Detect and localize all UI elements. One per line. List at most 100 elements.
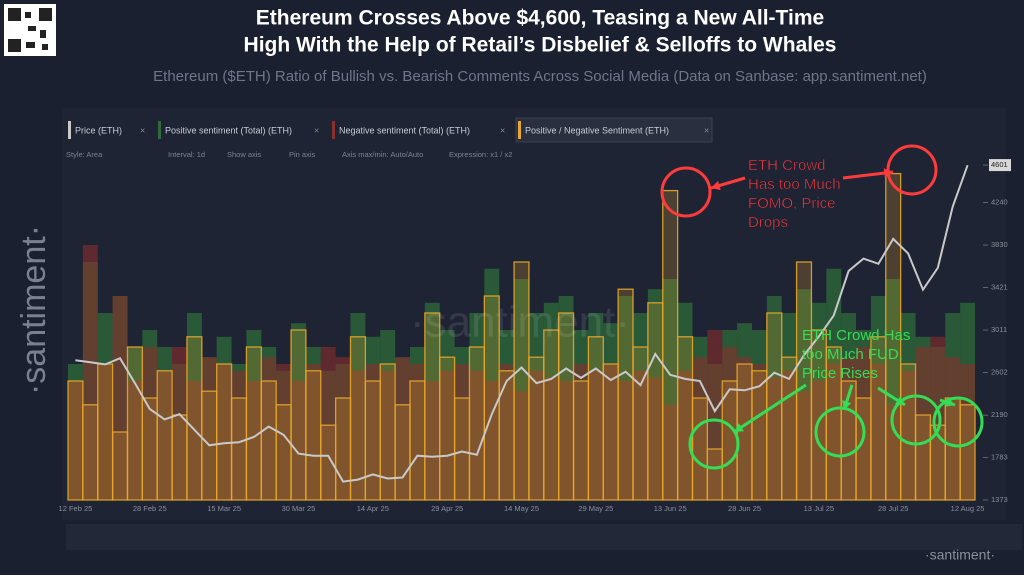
qr-code bbox=[4, 4, 56, 56]
sentiment-bar bbox=[959, 404, 976, 501]
sentiment-bar bbox=[395, 357, 410, 500]
sentiment-bar bbox=[736, 363, 753, 501]
y-tick-label: 4601 bbox=[991, 160, 1008, 169]
sentiment-bar bbox=[587, 336, 604, 501]
sentiment-bar bbox=[662, 404, 678, 500]
sentiment-bar bbox=[751, 370, 768, 501]
highlight-circle bbox=[890, 394, 942, 446]
sentiment-bar bbox=[662, 189, 679, 501]
sentiment-bar bbox=[647, 302, 664, 501]
annotation: Price Rises bbox=[802, 365, 878, 382]
sentiment-bar bbox=[156, 370, 173, 501]
sentiment-bar bbox=[380, 370, 396, 500]
sentiment-bar bbox=[260, 380, 277, 501]
price-marker bbox=[989, 159, 1011, 172]
highlight-circle bbox=[688, 418, 740, 470]
sentiment-bar bbox=[914, 414, 932, 501]
sentiment-bar bbox=[514, 391, 529, 500]
sentiment-bar bbox=[97, 363, 114, 501]
sentiment-bar bbox=[677, 370, 693, 500]
sentiment-bar bbox=[126, 346, 143, 501]
sentiment-bar bbox=[201, 357, 217, 500]
watermark: ·santiment· bbox=[15, 225, 53, 395]
legend-close[interactable]: × bbox=[500, 125, 505, 135]
sentiment-bar bbox=[870, 364, 886, 500]
y-tick-label: 2190 bbox=[991, 410, 1008, 419]
sentiment-bar bbox=[246, 381, 262, 500]
sentiment-bar bbox=[291, 381, 306, 500]
sentiment-bar bbox=[320, 424, 337, 501]
sentiment-bar bbox=[68, 381, 83, 500]
sentiment-bar bbox=[424, 381, 440, 500]
arrow-head bbox=[883, 168, 893, 178]
sentiment-bar bbox=[647, 377, 663, 500]
sentiment-bar bbox=[543, 377, 559, 500]
y-tick-label: 3830 bbox=[991, 240, 1008, 249]
legend-label: Price (ETH) bbox=[75, 125, 122, 135]
annotation: too Much FUD, bbox=[802, 346, 903, 363]
sentiment-bar bbox=[751, 364, 767, 500]
sentiment-bar bbox=[82, 245, 98, 500]
legend-label: Negative sentiment (Total) (ETH) bbox=[339, 125, 470, 135]
title: Ethereum Crosses Above $4,600, Teasing a… bbox=[256, 7, 824, 30]
sentiment-bar bbox=[737, 357, 752, 500]
annotation: Has too Much bbox=[748, 176, 841, 193]
sentiment-bar bbox=[676, 336, 694, 501]
sentiment-bar bbox=[409, 364, 425, 500]
toolbar-item: Style: Area bbox=[66, 150, 103, 159]
sentiment-bar bbox=[305, 364, 321, 500]
y-tick-label: 3011 bbox=[991, 325, 1007, 334]
sentiment-bar bbox=[722, 347, 738, 500]
sentiment-bar bbox=[231, 370, 247, 500]
x-tick-label: 28 Jun 25 bbox=[728, 504, 761, 513]
x-tick-label: 14 Apr 25 bbox=[357, 504, 389, 513]
toolbar-item: Pin axis bbox=[289, 150, 316, 159]
sentiment-bar bbox=[186, 381, 202, 500]
sentiment-bar bbox=[67, 380, 84, 501]
sentiment-bar bbox=[334, 397, 352, 501]
x-tick-label: 12 Feb 25 bbox=[59, 504, 93, 513]
sentiment-bar bbox=[172, 347, 187, 500]
sentiment-bar bbox=[142, 347, 158, 500]
sentiment-bar bbox=[275, 404, 292, 501]
sentiment-bar bbox=[706, 448, 723, 501]
toolbar-item: Expression: x1 / x2 bbox=[449, 150, 512, 159]
sentiment-bar bbox=[112, 296, 128, 500]
legend-close[interactable]: × bbox=[140, 125, 145, 135]
price-line bbox=[75, 164, 969, 483]
legend-swatch bbox=[518, 121, 521, 139]
legend-swatch bbox=[68, 121, 71, 139]
legend-swatch bbox=[332, 121, 335, 139]
x-tick-label: 28 Feb 25 bbox=[133, 504, 167, 513]
sentiment-bar bbox=[558, 381, 574, 500]
sentiment-bar bbox=[394, 404, 411, 501]
sentiment-bar bbox=[350, 370, 366, 500]
sentiment-bar bbox=[944, 397, 961, 501]
sentiment-bar bbox=[602, 363, 619, 501]
y-tick-label: 1373 bbox=[991, 495, 1008, 504]
y-tick-label: 3421 bbox=[991, 282, 1008, 291]
sentiment-bar bbox=[588, 370, 604, 500]
y-tick-label: 1783 bbox=[991, 452, 1008, 461]
arrow-head bbox=[842, 400, 852, 410]
legend-close[interactable]: × bbox=[704, 125, 709, 135]
legend-close[interactable]: × bbox=[314, 125, 319, 135]
sentiment-bar bbox=[781, 370, 797, 500]
plot bbox=[67, 164, 976, 501]
sentiment-bar bbox=[379, 363, 396, 501]
arrow-head bbox=[711, 180, 721, 191]
highlight-circle bbox=[932, 396, 984, 448]
toolbar-item: Show axis bbox=[227, 150, 261, 159]
highlight-circle bbox=[660, 166, 712, 218]
x-tick-label: 13 Jun 25 bbox=[654, 504, 687, 513]
center-watermark: ·santiment· bbox=[410, 298, 630, 347]
highlight-circle bbox=[814, 406, 866, 458]
sentiment-bar bbox=[632, 346, 649, 501]
sentiment-bar bbox=[499, 364, 515, 500]
subtitle: Ethereum ($ETH) Ratio of Bullish vs. Bea… bbox=[153, 68, 927, 85]
sentiment-bar bbox=[691, 397, 709, 501]
x-tick-label: 15 Mar 25 bbox=[207, 504, 241, 513]
sentiment-bar bbox=[707, 330, 723, 500]
sentiment-bar bbox=[573, 364, 589, 500]
